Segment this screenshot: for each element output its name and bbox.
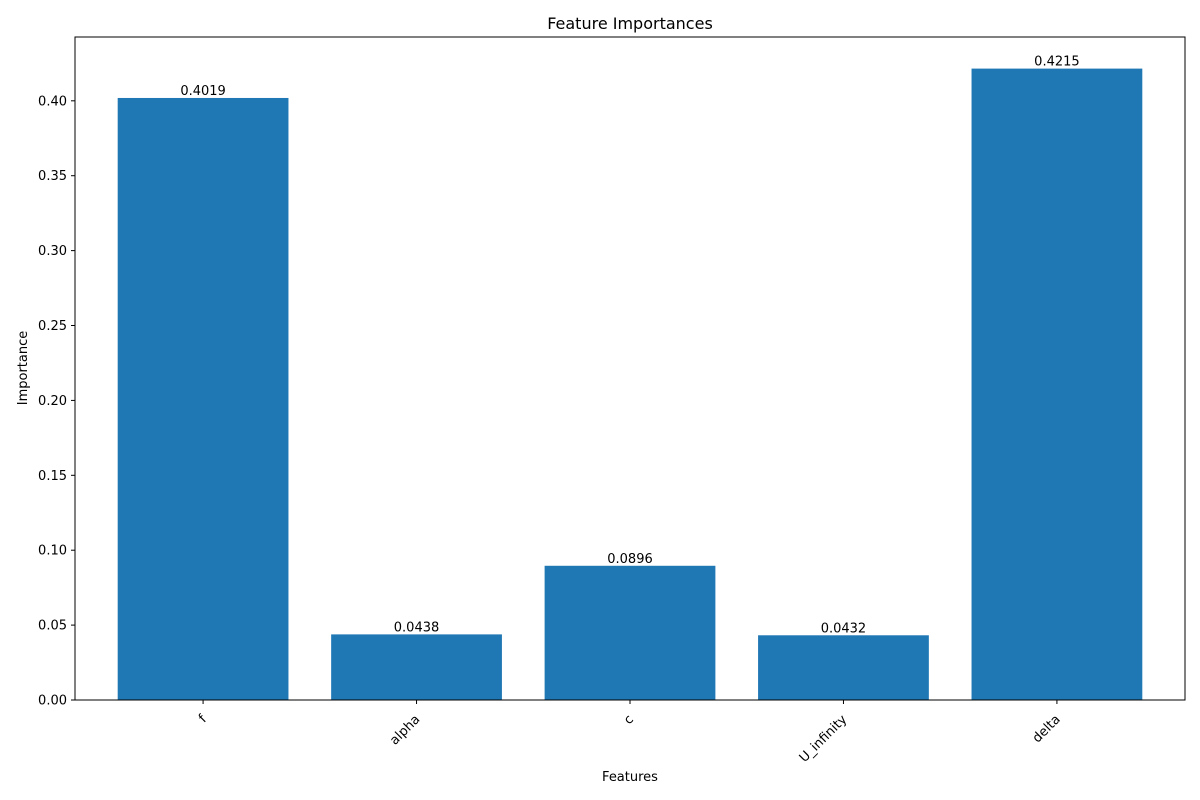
bar-alpha (331, 634, 502, 700)
y-tick-label: 0.05 (38, 619, 67, 634)
y-tick-label: 0.15 (38, 469, 67, 484)
value-label-u-infinity: 0.0432 (821, 621, 867, 636)
value-labels-group: 0.4019 0.0438 0.0896 0.0432 0.4215 (180, 55, 1079, 637)
bar-c (544, 565, 716, 700)
x-tick-label-delta: delta (1030, 712, 1064, 746)
y-axis: 0.00 0.05 0.10 0.15 0.20 0.25 0.30 0.35 0.40 (38, 94, 75, 709)
bar-u-infinity (758, 635, 929, 700)
y-tick-label: 0.10 (38, 544, 67, 559)
x-tick-label-u-infinity: U_infinity (797, 712, 851, 766)
y-tick-label: 0.35 (38, 169, 67, 184)
value-label-f: 0.4019 (180, 84, 226, 99)
chart-title: Feature Importances (547, 14, 713, 33)
bars-group (117, 68, 1143, 701)
y-axis-label: Importance (16, 331, 31, 406)
x-tick-label-f: f (196, 712, 210, 726)
x-axis-label: Features (602, 770, 658, 785)
y-tick-label: 0.20 (38, 394, 67, 409)
y-tick-label: 0.30 (38, 244, 67, 259)
y-tick-label: 0.00 (38, 694, 67, 709)
value-label-alpha: 0.0438 (394, 620, 440, 635)
bar-delta (971, 68, 1143, 700)
y-tick-label: 0.25 (38, 319, 67, 334)
x-tick-label-c: c (621, 712, 637, 728)
x-tick-label-alpha: alpha (387, 712, 423, 748)
value-label-c: 0.0896 (607, 552, 653, 567)
bar-f (117, 97, 289, 701)
y-tick-label: 0.40 (38, 94, 67, 109)
x-axis: f alpha c U_infinity delta (196, 700, 1064, 766)
value-label-delta: 0.4215 (1034, 55, 1080, 70)
